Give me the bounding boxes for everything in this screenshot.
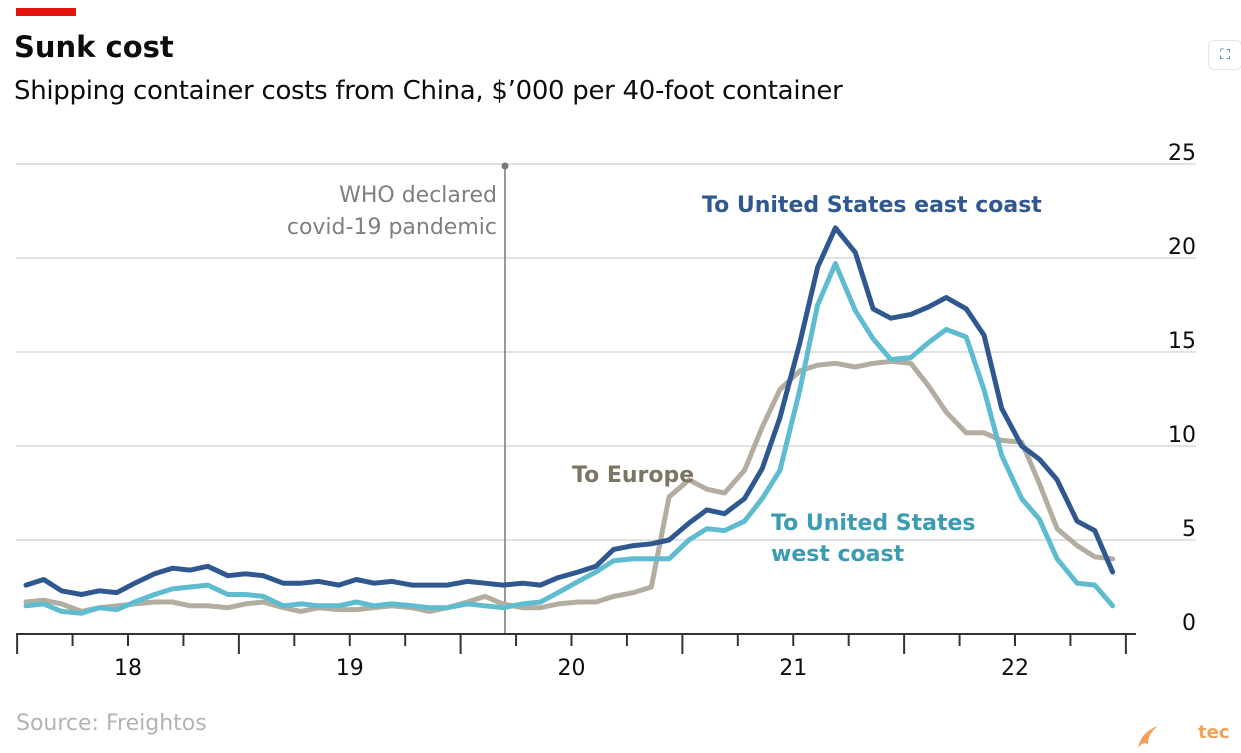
series-label-west-line-2: west coast (771, 542, 905, 567)
page-subtitle: Shipping container costs from China, $’0… (14, 76, 843, 106)
y-tick-label: 0 (1182, 611, 1196, 636)
series-label-west: To United States west coast (771, 511, 983, 567)
series-label-east: To United States east coast (702, 193, 1042, 218)
x-tick-label: 20 (558, 656, 586, 681)
annotation-marker (501, 162, 509, 170)
brand-flame-icon (1138, 726, 1158, 748)
expand-button[interactable]: ⛶ (1208, 40, 1241, 70)
y-tick-label: 10 (1168, 423, 1196, 448)
x-tick-label: 21 (779, 656, 807, 681)
page-title: Sunk cost (14, 30, 174, 64)
y-tick-label: 15 (1168, 329, 1196, 354)
series-line-west-coast (23, 261, 1116, 616)
source-note: Source: Freightos (16, 711, 207, 736)
x-tick-label: 18 (114, 656, 142, 681)
line-chart: 0 5 10 15 20 25 WHO declared covid-19 pandemic… (16, 141, 1196, 681)
x-tick-label: 22 (1001, 656, 1029, 681)
y-tick-label: 20 (1168, 235, 1196, 260)
grid-lines: 0 5 10 15 20 25 (16, 141, 1196, 636)
y-tick-label: 5 (1182, 517, 1196, 542)
series-label-europe: To Europe (572, 463, 694, 488)
x-axis: 18 19 20 21 22 (16, 633, 1136, 681)
brand-text: tec (1198, 722, 1230, 743)
expand-icon: ⛶ (1220, 47, 1230, 63)
series-line-europe (23, 358, 1116, 614)
series-line-east-coast (23, 225, 1116, 597)
series-lines (23, 225, 1116, 616)
brand-red-bar (16, 8, 76, 16)
annotation-text-line: covid-19 pandemic (287, 215, 497, 240)
annotation-text-line: WHO declared (339, 183, 497, 208)
series-labels: To United States east coast To Europe To… (572, 193, 1042, 567)
x-tick-label: 19 (336, 656, 364, 681)
series-label-west-line-1: To United States (771, 511, 976, 536)
annotation-group: WHO declared covid-19 pandemic (287, 162, 509, 634)
brand-logo: tec (1134, 720, 1234, 750)
y-tick-label: 25 (1168, 141, 1196, 166)
